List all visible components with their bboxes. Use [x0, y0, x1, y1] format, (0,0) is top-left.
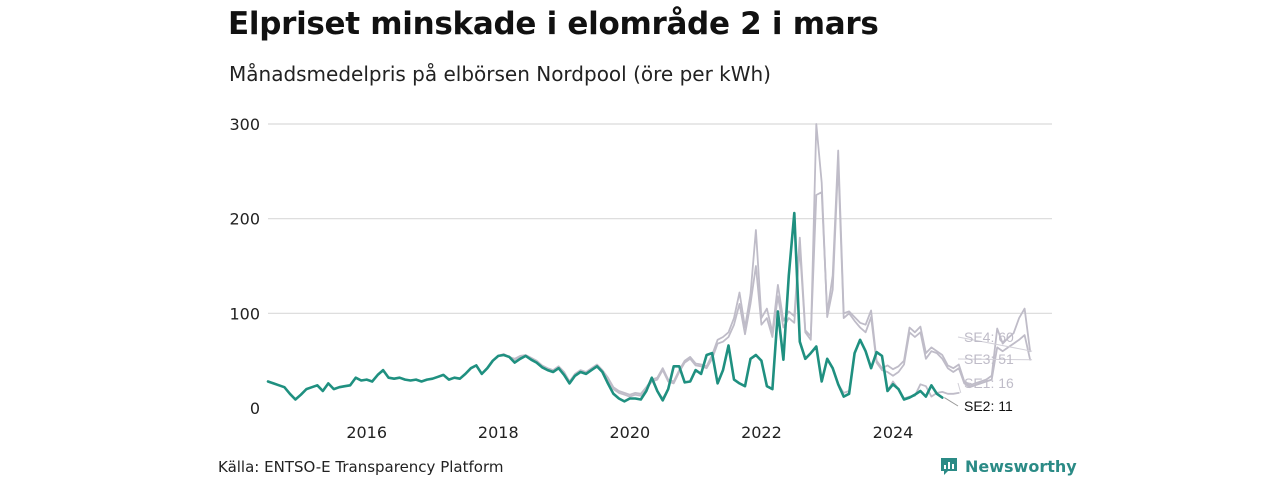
y-tick-label: 200	[229, 210, 260, 229]
brand-name: Newsworthy	[965, 456, 1077, 476]
brand-logo: Newsworthy	[939, 455, 1077, 477]
end-label-leader-se2	[944, 397, 959, 407]
series-line-se3	[267, 123, 1031, 401]
chart-subtitle: Månadsmedelpris på elbörsen Nordpool (ör…	[229, 62, 771, 86]
end-label-se2: SE2: 11	[964, 398, 1013, 414]
end-label-leader-se4	[957, 336, 1033, 352]
x-tick-label: 2020	[609, 423, 650, 442]
y-tick-label: 0	[250, 399, 260, 418]
y-tick-label: 300	[229, 115, 260, 134]
x-tick-label: 2018	[478, 423, 519, 442]
y-tick-label: 100	[229, 304, 260, 323]
series-line-se2	[266, 211, 944, 403]
end-label-leader-se1	[957, 382, 962, 393]
source-note: Källa: ENTSO-E Transparency Platform	[218, 458, 504, 476]
x-tick-label: 2022	[741, 423, 782, 442]
end-label-se4: SE4: 60	[964, 329, 1014, 345]
series-line-se1	[267, 212, 960, 403]
newsworthy-logo-icon	[941, 458, 957, 475]
x-tick-label: 2024	[873, 423, 914, 442]
end-label-se1: SE1: 16	[964, 375, 1014, 391]
end-label-se3: SE3: 51	[964, 351, 1014, 367]
series-line-se4	[267, 149, 1031, 401]
chart-title: Elpriset minskade i elområde 2 i mars	[228, 6, 879, 42]
end-label-leader-se3	[957, 358, 1033, 361]
x-tick-label: 2016	[346, 423, 387, 442]
